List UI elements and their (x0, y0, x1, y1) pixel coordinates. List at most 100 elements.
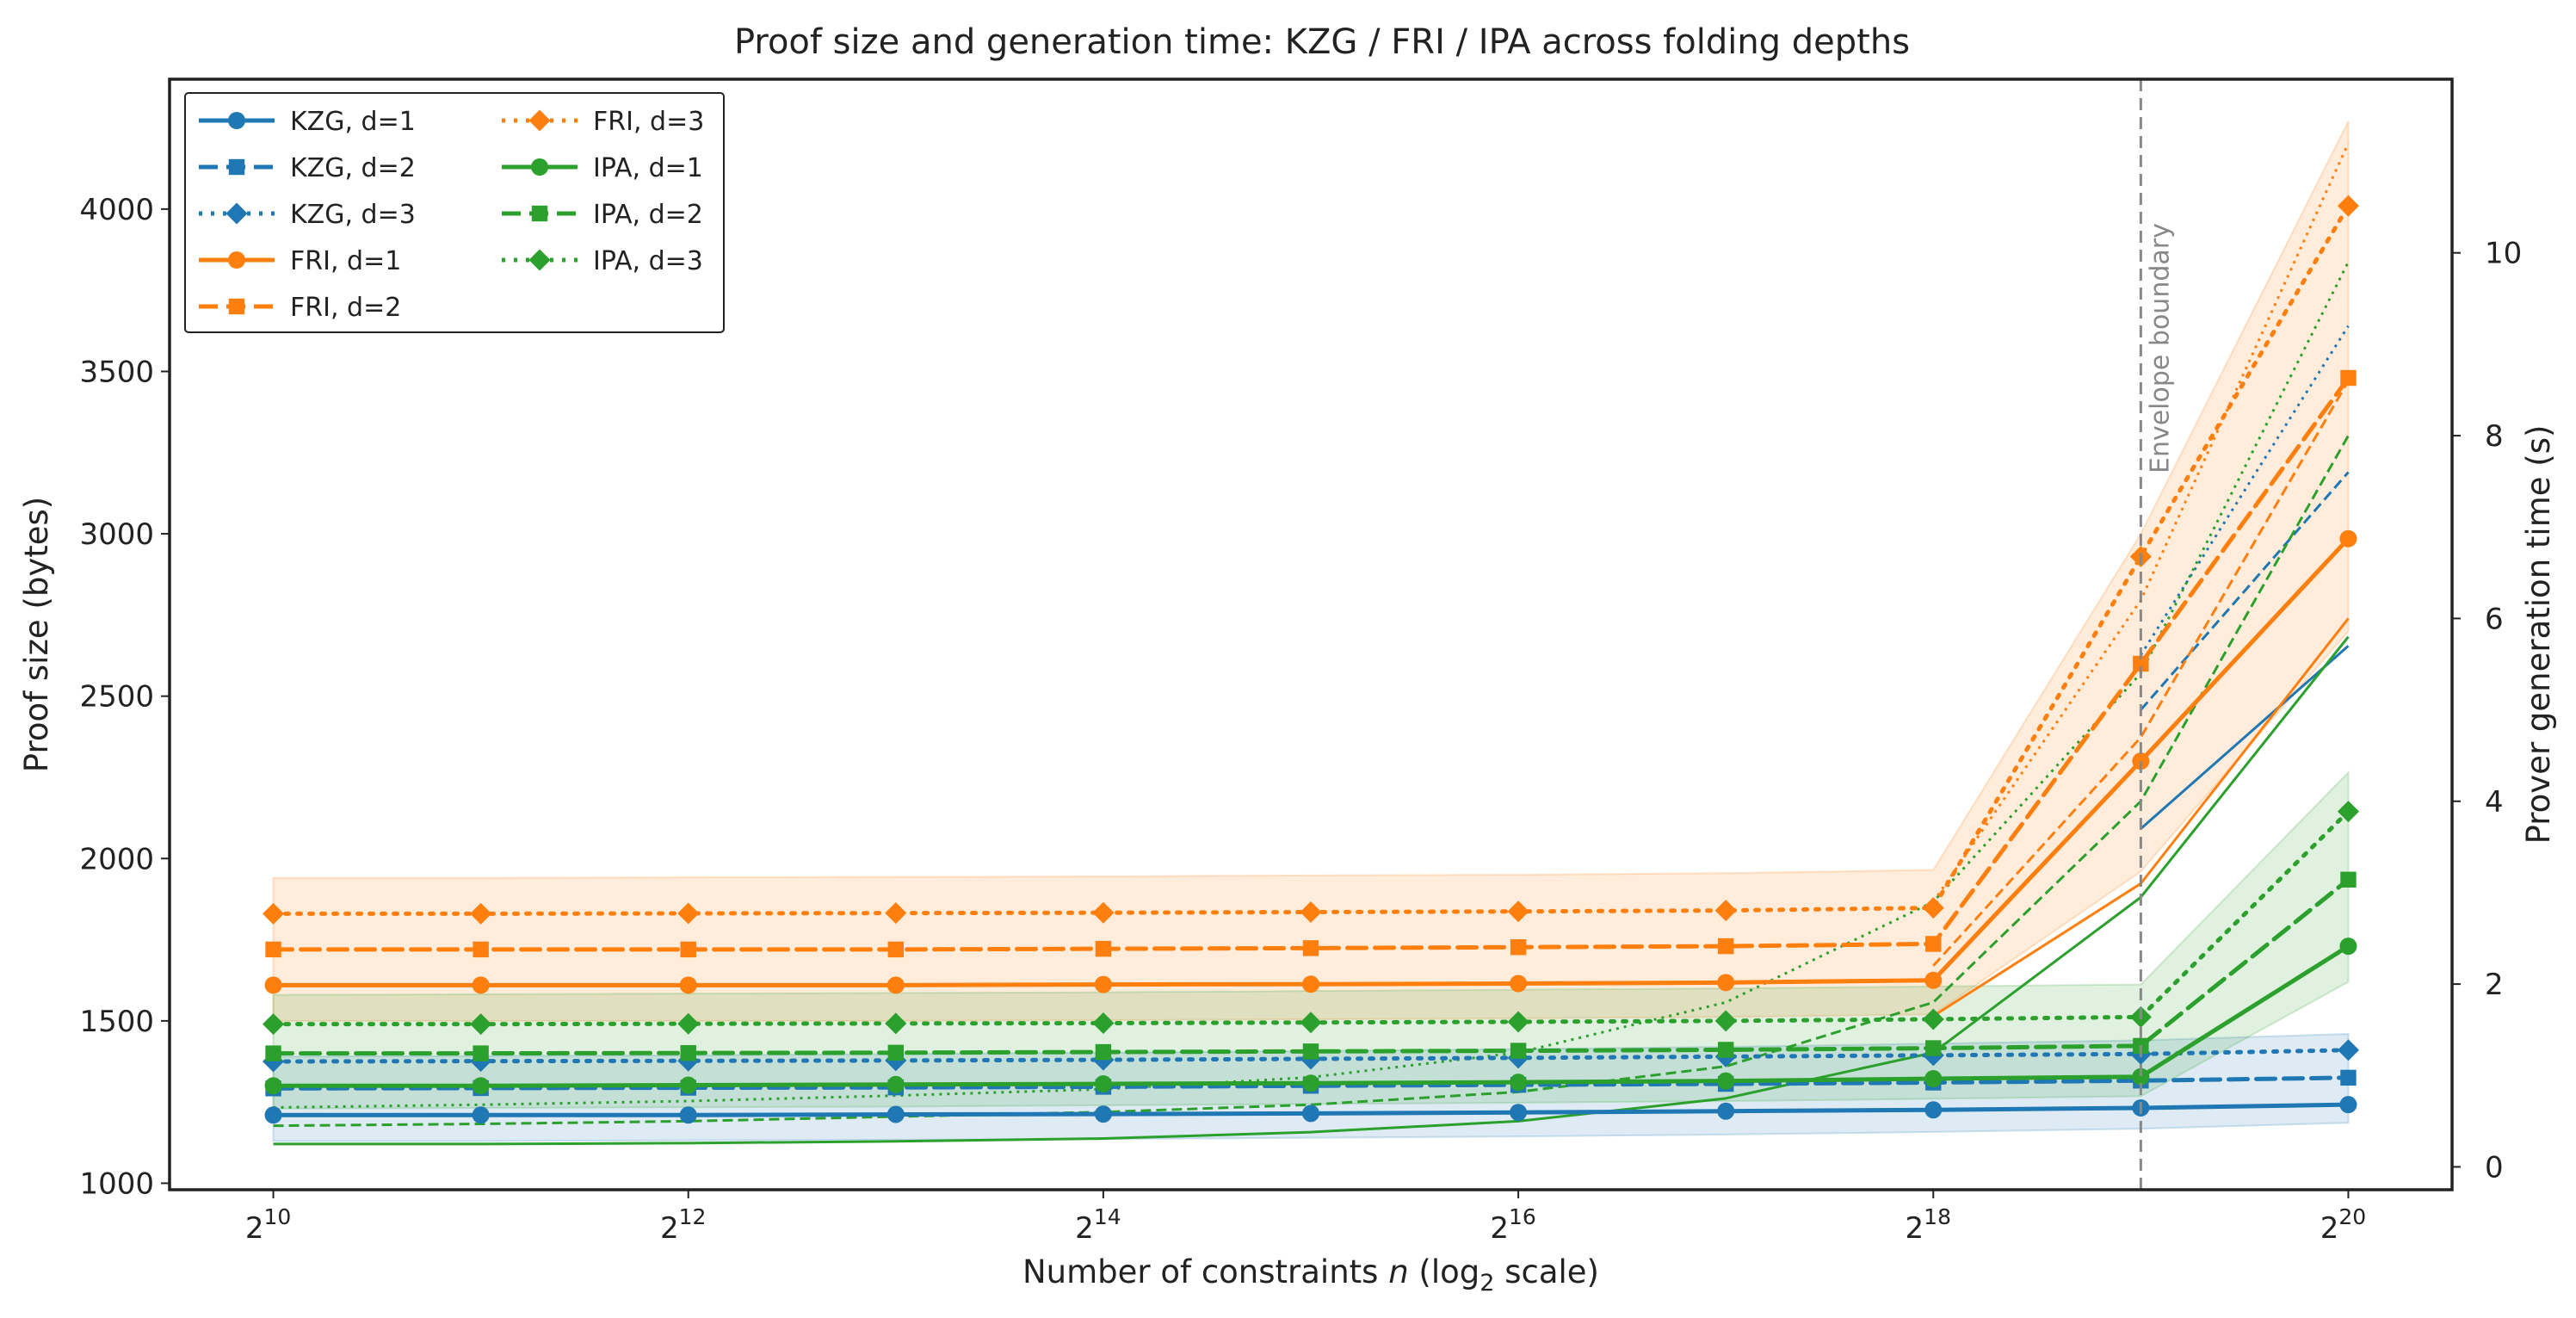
envelope-annotation: Envelope boundary (2139, 79, 2175, 1190)
data-point (677, 902, 700, 925)
x-tick-label: 216 (1490, 1204, 1535, 1246)
legend-marker (528, 249, 551, 271)
y-tick-label: 1500 (79, 1005, 154, 1039)
y-tick-label: 3500 (79, 355, 154, 389)
legend-marker (228, 112, 245, 129)
data-point (1302, 1043, 1319, 1060)
data-point (1094, 975, 1112, 993)
x-tick-label: 220 (2320, 1204, 2366, 1246)
y-axis-label: Proof size (bytes) (18, 497, 55, 772)
y-tick-label: 2500 (79, 680, 154, 715)
data-point (265, 941, 281, 958)
data-point (2337, 195, 2359, 217)
legend-marker (531, 158, 548, 176)
data-point (1510, 1074, 1528, 1092)
time-line-kzg (2140, 325, 2350, 656)
y2-tick-label: 4 (2485, 785, 2504, 820)
data-point (1922, 897, 1944, 919)
data-point (1714, 900, 1737, 922)
legend: KZG, d=1 KZG, d=2 KZG, d=3 FRI, d=1 FRI, d=2… (184, 92, 725, 333)
data-point (1924, 971, 1943, 989)
legend-label: FRI, d=1 (290, 246, 401, 276)
data-point (679, 1106, 697, 1124)
data-point (679, 1076, 697, 1094)
data-point (677, 1012, 700, 1035)
data-point (472, 1106, 490, 1124)
data-point (887, 1044, 905, 1061)
y-tick-label: 2000 (79, 842, 154, 876)
data-point (1095, 1043, 1112, 1061)
legend-label: FRI, d=3 (593, 107, 704, 137)
time-line-ipa (273, 435, 2350, 1128)
data-point (886, 1075, 905, 1093)
data-point (1717, 1102, 1735, 1120)
data-point (263, 902, 285, 925)
data-point (472, 976, 490, 994)
data-point (264, 1106, 282, 1124)
data-point (886, 976, 905, 994)
data-point (1302, 1074, 1319, 1092)
data-point (1095, 940, 1112, 957)
data-point (1717, 974, 1735, 992)
data-point (887, 941, 905, 958)
data-point (680, 1045, 696, 1061)
data-point (1094, 1105, 1112, 1123)
data-point (1092, 901, 1115, 924)
data-point (1507, 900, 1529, 923)
y-tick-label: 3000 (79, 517, 154, 552)
data-point (1717, 1042, 1734, 1058)
data-point (1924, 1101, 1943, 1119)
legend-marker (228, 158, 245, 176)
x-tick-label: 218 (1906, 1204, 1951, 1246)
time-line-kzg (2140, 471, 2350, 711)
y2-tick-label: 2 (2485, 968, 2504, 1002)
data-point (1507, 1011, 1529, 1033)
data-point (886, 1105, 905, 1123)
data-point (1925, 1040, 1942, 1056)
data-point (679, 976, 697, 994)
band-fri (272, 121, 2350, 1022)
y2-axis-label: Prover generation time (s) (2520, 425, 2557, 845)
x-tick-label: 212 (660, 1204, 706, 1246)
data-point (1714, 1010, 1737, 1032)
data-point (1300, 901, 1322, 923)
data-point (680, 941, 696, 958)
time-line-ipa (273, 635, 2350, 1146)
data-point (1094, 1075, 1112, 1093)
legend-label: FRI, d=2 (290, 293, 401, 323)
data-point (1300, 1012, 1322, 1034)
data-point (885, 902, 907, 925)
data-point (1302, 1105, 1319, 1123)
data-point (1302, 975, 1319, 993)
data-point (2340, 369, 2357, 387)
data-point (263, 1013, 285, 1036)
x-axis-label: Number of constraints n (log2 scale) (1022, 1253, 1599, 1296)
legend-label: IPA, d=2 (593, 200, 703, 230)
time-line-kzg (2140, 645, 2350, 830)
y-tick-label: 1000 (79, 1166, 154, 1201)
data-point (264, 976, 282, 994)
y2-tick-label: 0 (2485, 1150, 2504, 1185)
data-point (2337, 801, 2359, 823)
data-point (1717, 937, 1734, 955)
legend-marker (225, 202, 248, 225)
data-point (1922, 1008, 1944, 1030)
legend-marker (228, 298, 245, 315)
data-point (1092, 1012, 1115, 1034)
data-point (2340, 1069, 2357, 1086)
legend-marker (531, 205, 548, 222)
data-point (1510, 1043, 1527, 1059)
data-point (473, 941, 489, 958)
legend-marker (528, 109, 551, 132)
legend-label: KZG, d=1 (290, 107, 416, 137)
data-point (1717, 1072, 1735, 1090)
proof-size-series (263, 195, 2359, 1124)
data-point (2339, 1096, 2357, 1114)
y-axis-left: 1000 1500 2000 2500 3000 3500 4000 (79, 193, 170, 1201)
legend-label: IPA, d=3 (593, 246, 703, 276)
data-point (264, 1077, 282, 1095)
data-point (885, 1012, 907, 1035)
data-point (1924, 1070, 1943, 1087)
legend-label: KZG, d=2 (290, 153, 416, 183)
